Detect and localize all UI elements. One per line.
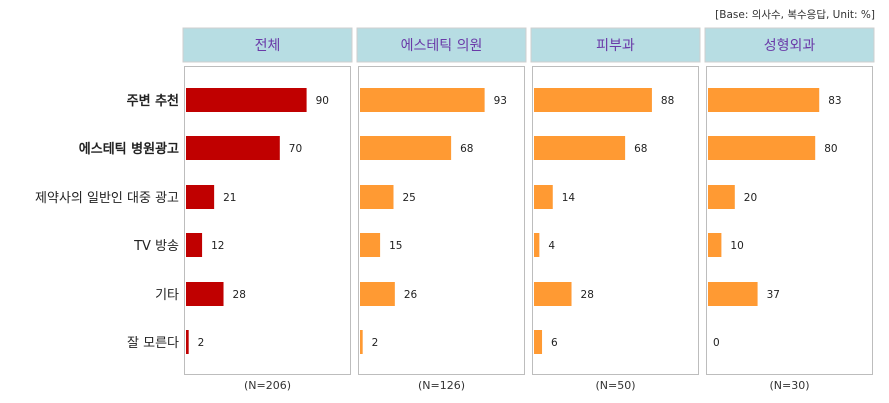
data-label: 21 <box>223 192 236 204</box>
data-label: 28 <box>581 289 594 301</box>
data-label: 83 <box>828 95 841 107</box>
panel-title: 피부과 <box>596 38 635 54</box>
data-label: 68 <box>460 143 473 155</box>
panel-title: 에스테틱 의원 <box>401 38 483 54</box>
bar <box>708 185 735 209</box>
data-label: 26 <box>404 289 418 301</box>
panel-header <box>704 27 875 63</box>
bar <box>534 330 543 354</box>
data-label: 2 <box>198 337 205 349</box>
bar <box>534 185 553 209</box>
bar <box>186 330 189 354</box>
bar <box>360 88 485 112</box>
data-label: 10 <box>730 240 743 252</box>
data-label: 37 <box>767 289 780 301</box>
bar <box>186 185 215 209</box>
bar <box>186 88 307 112</box>
panel-frame <box>532 66 699 375</box>
data-label: 2 <box>372 337 379 349</box>
bar <box>534 136 626 160</box>
category-label: 제약사의 일반인 대중 광고 <box>35 191 179 206</box>
panel-base-label: (N=206) <box>244 379 291 392</box>
bar <box>360 136 452 160</box>
data-label: 88 <box>661 95 674 107</box>
data-label: 0 <box>713 337 720 349</box>
bar <box>534 233 540 257</box>
bar <box>186 282 224 306</box>
bar <box>360 185 394 209</box>
category-label: 잘 모른다 <box>127 336 179 351</box>
panel-frame <box>706 66 873 375</box>
category-label: 기타 <box>155 288 179 303</box>
panel-header <box>530 27 701 63</box>
category-label: 주변 추천 <box>127 93 179 109</box>
data-label: 70 <box>289 143 302 155</box>
data-label: 6 <box>551 337 558 349</box>
data-label: 4 <box>548 240 555 252</box>
panel-base-label: (N=126) <box>418 379 465 392</box>
panel-base-label: (N=50) <box>595 379 635 392</box>
bar <box>360 233 381 257</box>
bar <box>708 136 816 160</box>
category-label: TV 방송 <box>133 239 179 254</box>
bar <box>708 282 758 306</box>
bar <box>360 330 363 354</box>
bar <box>186 136 280 160</box>
bar <box>534 88 652 112</box>
panel-base-label: (N=30) <box>769 379 809 392</box>
data-label: 25 <box>403 192 416 204</box>
panel-title: 전체 <box>255 38 281 54</box>
panel-title: 성형외과 <box>764 38 816 54</box>
data-label: 28 <box>233 289 246 301</box>
bar <box>186 233 203 257</box>
data-label: 20 <box>744 192 757 204</box>
panel-header <box>356 27 527 63</box>
data-label: 14 <box>562 192 576 204</box>
data-label: 90 <box>316 95 329 107</box>
data-label: 12 <box>211 240 224 252</box>
data-label: 80 <box>824 143 837 155</box>
base-note: [Base: 의사수, 복수응답, Unit: %] <box>715 9 875 21</box>
panel-frame <box>184 66 351 375</box>
panel-frame <box>358 66 525 375</box>
bar <box>360 282 395 306</box>
bar <box>708 88 820 112</box>
bar <box>534 282 572 306</box>
data-label: 93 <box>494 95 507 107</box>
data-label: 15 <box>389 240 402 252</box>
category-label: 에스테틱 병원광고 <box>79 141 179 157</box>
panel-header <box>182 27 353 63</box>
bar <box>708 233 722 257</box>
data-label: 68 <box>634 143 647 155</box>
